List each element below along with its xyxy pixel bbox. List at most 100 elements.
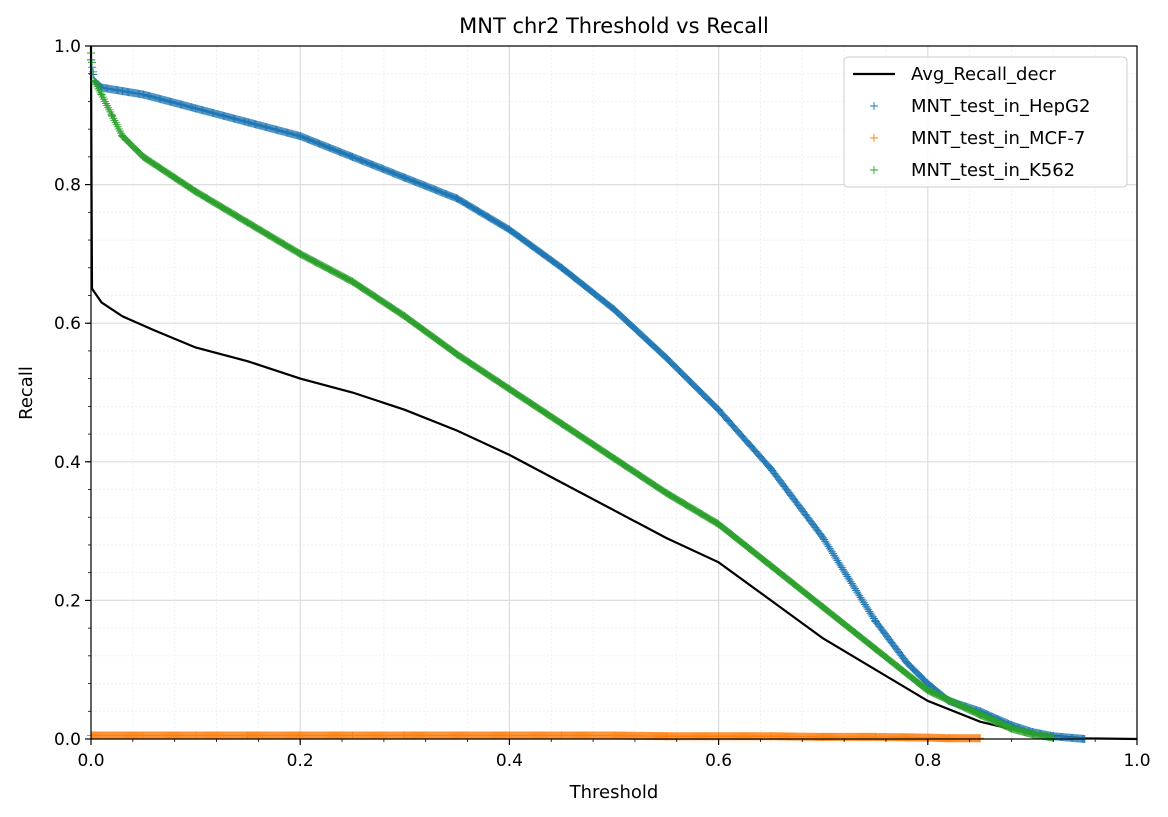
data-point-fill	[942, 695, 951, 704]
data-point-fill	[500, 381, 509, 390]
data-point-fill	[660, 351, 669, 360]
data-point-fill	[698, 390, 707, 399]
data-point-fill	[370, 292, 379, 301]
data-point-fill	[156, 164, 165, 173]
data-point-fill	[625, 464, 634, 473]
data-point-fill	[469, 203, 478, 212]
data-point-fill	[831, 553, 840, 562]
data-point-fill	[930, 689, 939, 698]
data-point-fill	[322, 263, 331, 272]
data-point-fill	[145, 157, 154, 166]
data-point-fill	[531, 402, 540, 411]
data-point-fill	[568, 426, 577, 435]
chart-title: MNT chr2 Threshold vs Recall	[459, 14, 769, 38]
data-point-fill	[935, 692, 944, 701]
data-point-fill	[852, 586, 861, 595]
data-point-fill	[258, 227, 267, 236]
data-point-fill	[821, 537, 830, 546]
data-point-fill	[582, 435, 591, 444]
data-point-fill	[317, 261, 326, 270]
y-tick-label: 0.6	[54, 314, 81, 334]
data-point-fill	[603, 449, 612, 458]
data-point-fill	[636, 471, 645, 480]
data-point-fill	[489, 374, 498, 383]
data-point-fill	[695, 386, 704, 395]
data-point-fill	[250, 222, 259, 231]
data-point-fill	[585, 437, 594, 446]
data-point-fill	[954, 700, 963, 709]
data-point-fill	[681, 372, 690, 381]
data-point-fill	[711, 518, 720, 527]
data-point-fill	[672, 495, 681, 504]
data-point-fill	[858, 596, 867, 605]
data-point-fill	[492, 376, 501, 385]
data-point-fill	[213, 200, 222, 209]
data-point-fill	[468, 360, 477, 369]
data-point-fill	[289, 245, 298, 254]
data-point-fill	[987, 715, 996, 724]
data-point-fill	[980, 712, 989, 721]
data-point-fill	[191, 187, 200, 196]
data-point-fill	[249, 222, 258, 231]
data-point-fill	[291, 246, 300, 255]
data-point-fill	[483, 212, 492, 221]
data-point-fill	[683, 374, 692, 383]
data-point-fill	[477, 366, 486, 375]
data-point-fill	[153, 162, 162, 171]
data-point-fill	[904, 659, 913, 668]
data-point-fill	[669, 493, 678, 502]
data-point-fill	[644, 476, 653, 485]
data-point-fill	[176, 177, 185, 186]
data-point-fill	[238, 215, 247, 224]
data-point-fill	[526, 398, 535, 407]
data-point-fill	[657, 486, 666, 495]
data-point-fill	[674, 495, 683, 504]
data-point-fill	[847, 579, 856, 588]
data-point-fill	[159, 166, 168, 175]
data-point-fill	[219, 204, 228, 213]
data-point-fill	[976, 710, 985, 719]
data-point-fill	[931, 690, 940, 699]
data-point-fill	[695, 508, 704, 517]
data-point-fill	[288, 245, 297, 254]
data-point-fill	[232, 211, 241, 220]
data-point-fill	[501, 382, 510, 391]
data-point-fill	[983, 713, 992, 722]
data-point-fill	[860, 600, 869, 609]
data-point-fill	[579, 434, 588, 443]
data-point-fill	[708, 516, 717, 525]
data-point-fill	[311, 258, 320, 267]
data-point-fill	[378, 297, 387, 306]
data-point-fill	[363, 287, 372, 296]
data-point-fill	[508, 386, 517, 395]
data-point-fill	[351, 279, 360, 288]
data-point-fill	[543, 410, 552, 419]
data-point-fill	[626, 465, 635, 474]
data-point-fill	[525, 398, 534, 407]
data-point-fill	[247, 220, 256, 229]
data-point-fill	[125, 139, 134, 148]
data-point-fill	[492, 217, 501, 226]
legend-label-MNT_test_in_HepG2: MNT_test_in_HepG2	[911, 96, 1090, 117]
data-point-fill	[990, 717, 999, 726]
data-point-fill	[391, 306, 400, 315]
data-point-fill	[832, 554, 841, 563]
data-point-fill	[919, 675, 928, 684]
data-point-fill	[527, 399, 536, 408]
data-point-fill	[188, 185, 197, 194]
data-point-fill	[681, 500, 690, 509]
data-point-fill	[314, 259, 323, 268]
data-point-fill	[703, 394, 712, 403]
data-point-fill	[537, 406, 546, 415]
data-point-fill	[462, 356, 471, 365]
legend-label-MNT_test_in_K562: MNT_test_in_K562	[911, 160, 1075, 181]
x-tick-label: 0.8	[914, 751, 941, 771]
data-point-fill	[964, 705, 973, 714]
data-point-fill	[91, 78, 100, 87]
data-point-fill	[583, 436, 592, 445]
data-point-fill	[387, 303, 396, 312]
data-point-fill	[545, 411, 554, 420]
data-point-fill	[962, 704, 971, 713]
data-point-fill	[388, 304, 397, 313]
data-point-fill	[475, 364, 484, 373]
